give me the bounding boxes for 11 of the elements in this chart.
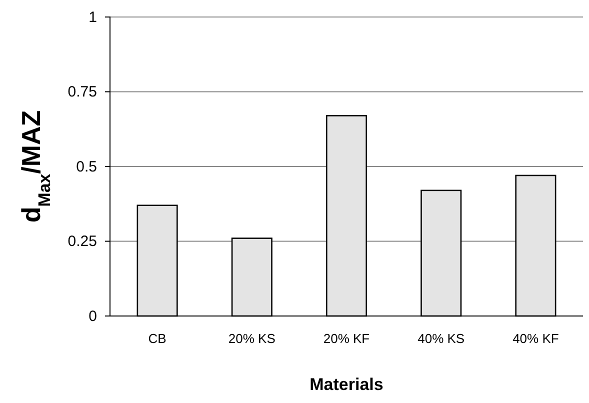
x-tick-label: CB [148, 331, 166, 346]
y-tick-label: 0.25 [68, 233, 97, 250]
x-axis-title: Materials [310, 375, 384, 394]
y-tick-label: 0.5 [76, 158, 97, 176]
y-tick-label: 0.75 [68, 84, 97, 101]
y-tick-label: 1 [88, 8, 97, 26]
x-tick-label: 20% KS [228, 331, 276, 346]
x-tick-label: 40% KS [418, 331, 465, 346]
x-tick-label: 40% KF [512, 331, 559, 346]
x-tick-label: 20% KF [323, 331, 370, 346]
y-tick-label: 0 [88, 308, 97, 325]
